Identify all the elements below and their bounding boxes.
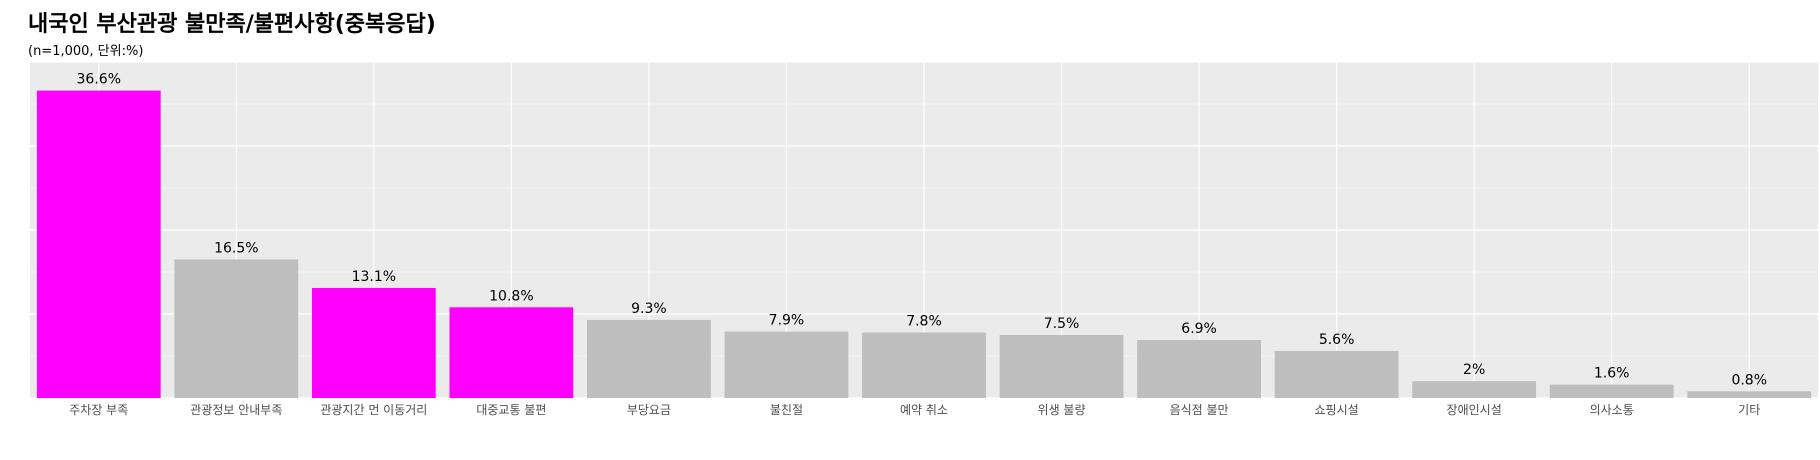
data-label: 7.9% [769,313,805,329]
x-tick-label: 음식점 불만 [1170,403,1229,417]
x-tick-label: 예약 취소 [900,402,948,417]
data-labels: 36.6% 16.5% 13.1% 10.8% 9.3% 7.9% 7.8% 7.5% 6.9%… [77,72,1767,389]
bar [1137,340,1261,398]
x-tick-label: 불친절 [770,403,803,417]
x-tick-label: 주차장 부족 [69,403,128,417]
data-label: 6.9% [1181,321,1217,337]
x-tick-label: 부당요금 [627,403,671,417]
bar [174,259,299,398]
data-label: 2% [1463,362,1485,378]
bar [449,307,574,398]
bar [311,287,436,398]
bar [999,335,1124,398]
data-label: 0.8% [1731,372,1767,388]
x-tick-labels: 주차장 부족 관광정보 안내부족 관광지간 먼 이동거리 대중교통 불편 부당요금 불친절… [69,402,1760,417]
bar [1687,391,1812,398]
bar [1412,381,1537,398]
chart-subtitle: (n=1,000, 단위:%) [28,44,144,59]
bars [36,90,1812,398]
data-label: 13.1% [352,269,396,285]
bar [587,319,711,398]
chart-title: 내국인 부산관광 불만족/불편사항(중복응답) [28,12,436,37]
data-label: 10.8% [489,288,533,304]
data-label: 9.3% [631,301,667,317]
x-tick-label: 위생 불량 [1038,403,1086,417]
x-tick-label: 관광지간 먼 이동거리 [320,403,427,417]
x-tick-label: 대중교통 불편 [476,403,546,417]
bar [862,332,986,398]
data-label: 7.8% [906,313,942,329]
bar [1274,350,1399,398]
x-tick-label: 쇼핑시설 [1315,403,1359,417]
bar [1549,384,1674,398]
data-label: 5.6% [1319,332,1355,348]
x-tick-label: 관광정보 안내부족 [190,403,282,417]
data-label: 7.5% [1044,316,1080,332]
data-label: 36.6% [77,72,121,88]
x-tick-label: 의사소통 [1590,403,1634,417]
x-tick-label: 장애인시설 [1447,403,1502,417]
x-tick-label: 기타 [1738,403,1760,417]
bar [36,90,161,398]
data-label: 1.6% [1594,366,1630,382]
bar [724,331,849,398]
data-label: 16.5% [214,240,258,256]
